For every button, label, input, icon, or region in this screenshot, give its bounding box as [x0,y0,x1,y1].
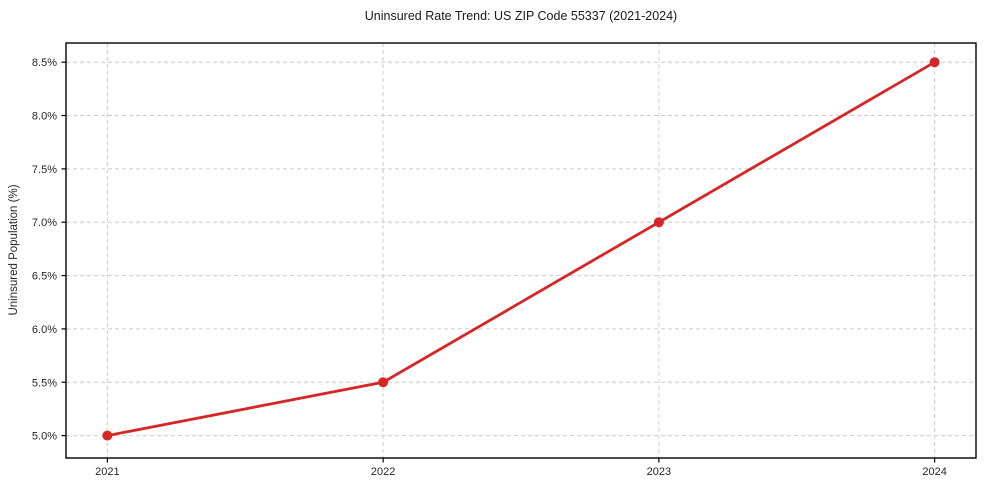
y-tick-label: 8.5% [32,57,57,69]
data-point [929,57,940,68]
y-tick-label: 5.5% [32,377,57,389]
x-tick-label: 2023 [647,466,671,478]
plot-border [65,42,977,459]
chart-title: Uninsured Rate Trend: US ZIP Code 55337 … [364,9,678,23]
y-tick-label: 5.0% [32,431,57,443]
x-tick-label: 2024 [922,466,946,478]
data-point [653,217,664,228]
data-point [378,377,389,388]
y-tick-label: 6.0% [32,324,57,336]
x-tick-label: 2022 [371,466,395,478]
y-tick-label: 7.5% [32,164,57,176]
x-tick-label: 2021 [95,466,119,478]
trend-line [105,60,937,437]
y-tick-label: 8.0% [32,111,57,123]
y-tick-label: 7.0% [32,217,57,229]
data-point [102,430,113,441]
y-tick-label: 6.5% [32,271,57,283]
